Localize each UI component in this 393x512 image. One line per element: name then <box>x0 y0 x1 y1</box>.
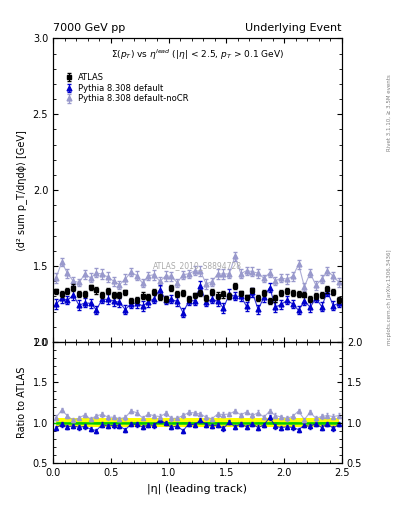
Text: $\Sigma(p_T)$ vs $\eta^{lead}$ ($|\eta|$ < 2.5, $p_T$ > 0.1 GeV): $\Sigma(p_T)$ vs $\eta^{lead}$ ($|\eta|$… <box>111 48 284 62</box>
Text: mcplots.cern.ch [arXiv:1306.3436]: mcplots.cern.ch [arXiv:1306.3436] <box>387 249 392 345</box>
Text: ATLAS_2010_S8894728: ATLAS_2010_S8894728 <box>153 262 242 270</box>
Y-axis label: ⟨d² sum p_T/dηdϕ⟩ [GeV]: ⟨d² sum p_T/dηdϕ⟩ [GeV] <box>16 130 27 250</box>
Text: Underlying Event: Underlying Event <box>245 23 342 33</box>
Text: 7000 GeV pp: 7000 GeV pp <box>53 23 125 33</box>
X-axis label: |η| (leading track): |η| (leading track) <box>147 484 248 494</box>
Text: Rivet 3.1.10, ≥ 3.5M events: Rivet 3.1.10, ≥ 3.5M events <box>387 74 392 151</box>
Legend: ATLAS, Pythia 8.308 default, Pythia 8.308 default-noCR: ATLAS, Pythia 8.308 default, Pythia 8.30… <box>63 73 189 103</box>
Y-axis label: Ratio to ATLAS: Ratio to ATLAS <box>17 367 27 438</box>
